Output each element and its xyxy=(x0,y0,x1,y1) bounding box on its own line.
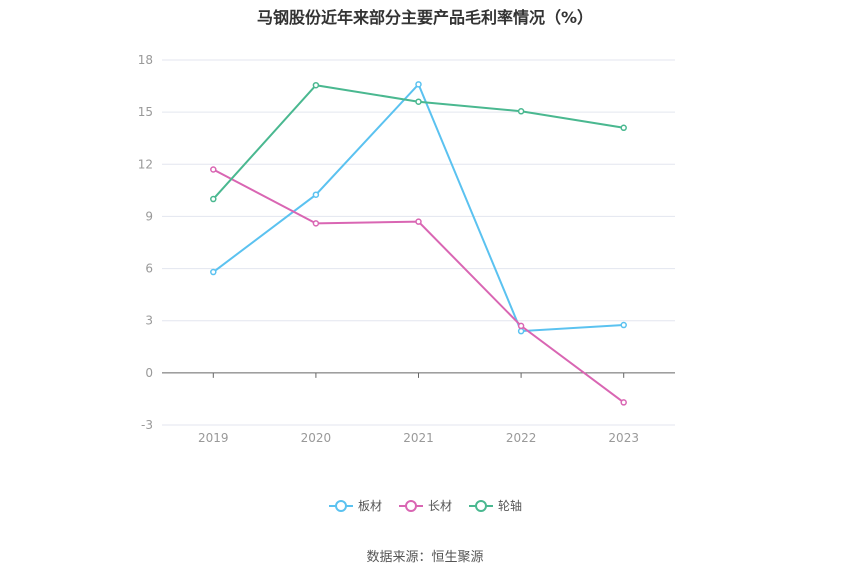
y-tick-label: 0 xyxy=(145,366,153,380)
legend-item-0[interactable]: 板材 xyxy=(328,497,382,514)
series-line xyxy=(212,82,624,333)
series-2 xyxy=(210,81,627,203)
series-lines xyxy=(210,81,627,406)
x-tick-label: 2022 xyxy=(506,431,537,445)
x-tick-label: 2023 xyxy=(608,431,639,445)
x-tick-label: 2019 xyxy=(198,431,229,445)
data-point xyxy=(415,81,422,88)
legend-item-1[interactable]: 长材 xyxy=(398,497,452,514)
legend-item-2[interactable]: 轮轴 xyxy=(468,497,522,514)
legend-label: 轮轴 xyxy=(498,499,523,513)
series-0 xyxy=(210,81,627,335)
legend-marker-icon xyxy=(398,499,423,512)
y-axis-tick-labels: 18 15 12 9 6 3 0 -3 xyxy=(138,53,153,432)
grid-lines xyxy=(162,59,675,426)
x-tick-label: 2021 xyxy=(403,431,434,445)
data-point xyxy=(312,220,320,227)
y-tick-label: 3 xyxy=(145,314,153,328)
data-point xyxy=(415,218,422,225)
data-point xyxy=(210,166,217,173)
y-tick-label: 9 xyxy=(145,209,153,223)
legend-label: 板材 xyxy=(357,499,382,513)
chart-title: 马钢股份近年来部分主要产品毛利率情况（%） xyxy=(256,8,594,27)
data-point xyxy=(210,195,217,203)
legend-label: 长材 xyxy=(427,499,452,513)
y-tick-label: 15 xyxy=(138,105,153,119)
data-point xyxy=(210,268,217,276)
data-point xyxy=(620,321,627,329)
series-line xyxy=(212,168,625,404)
legend-marker-icon xyxy=(469,499,493,512)
y-tick-label: 18 xyxy=(138,53,153,67)
data-point xyxy=(517,327,525,335)
x-tick-label: 2020 xyxy=(301,431,332,445)
series-1 xyxy=(210,166,627,406)
data-point xyxy=(620,124,627,132)
legend-marker-icon xyxy=(328,499,353,512)
data-point xyxy=(620,399,627,406)
data-point xyxy=(517,322,525,330)
data-point xyxy=(415,98,422,105)
legend: 板材 长材 轮轴 xyxy=(0,497,850,514)
data-point xyxy=(312,81,320,89)
data-point xyxy=(517,108,525,115)
data-source: 数据来源：恒生聚源 xyxy=(366,550,484,565)
data-point xyxy=(312,191,320,198)
y-tick-label: -3 xyxy=(141,418,153,432)
x-axis: 2019 2020 2021 2022 2023 xyxy=(198,372,639,445)
y-tick-label: 12 xyxy=(138,157,153,171)
y-tick-label: 6 xyxy=(145,262,153,276)
